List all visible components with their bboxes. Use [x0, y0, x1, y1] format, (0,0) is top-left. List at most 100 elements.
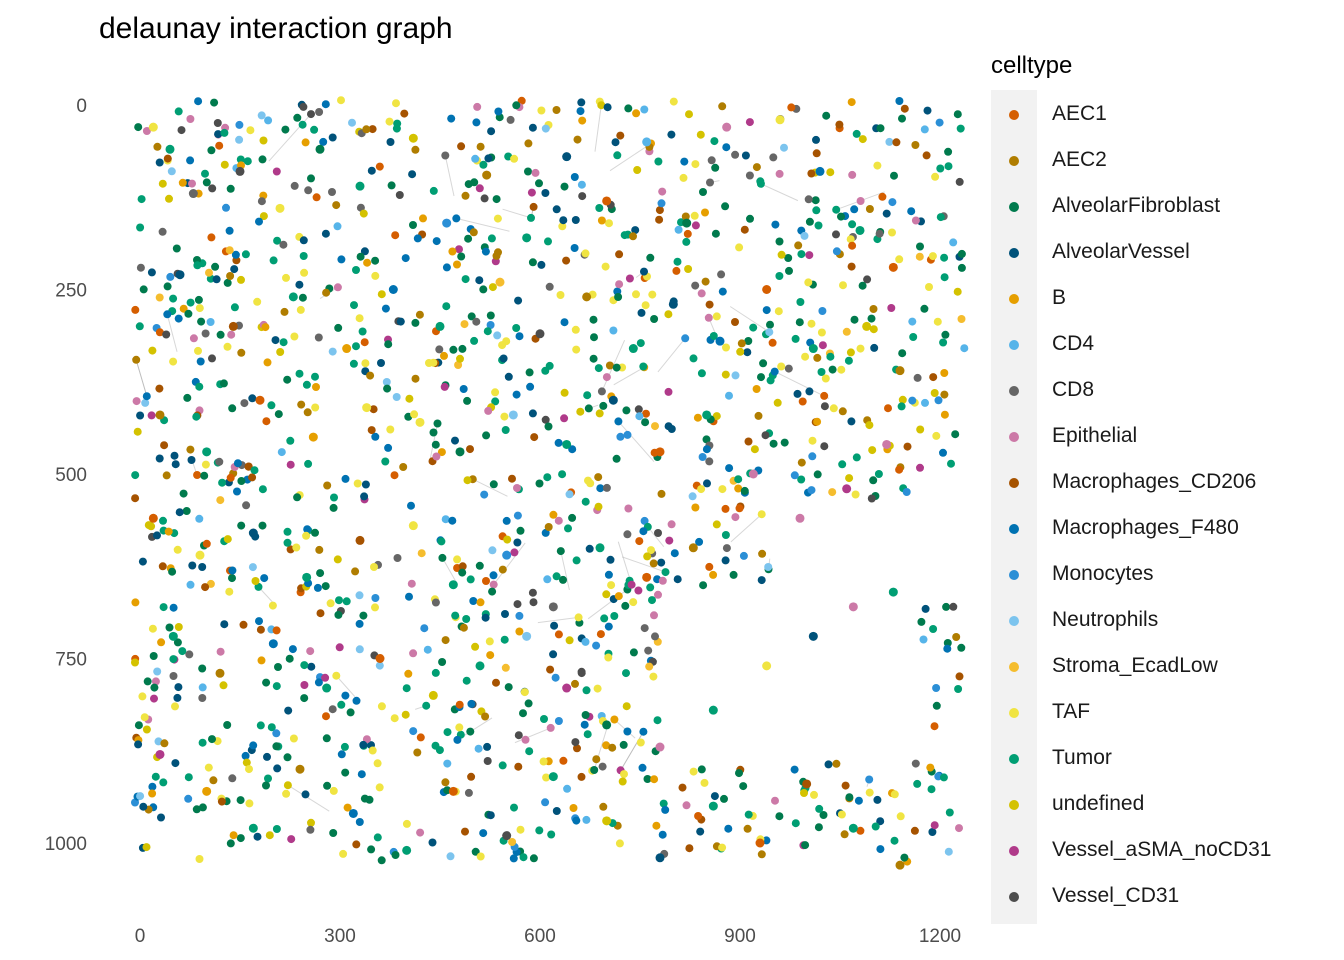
cell-point	[942, 602, 951, 611]
cell-point	[479, 160, 488, 169]
cell-point	[848, 823, 858, 833]
cell-point	[201, 329, 210, 338]
cell-point	[718, 485, 727, 494]
cell-point	[329, 786, 338, 795]
cell-point	[388, 285, 398, 294]
cell-point	[498, 761, 507, 770]
cell-point	[230, 303, 239, 312]
cell-point	[737, 339, 746, 348]
cell-point	[328, 347, 337, 356]
x-tick-label: 900	[724, 926, 756, 947]
cell-point	[615, 250, 624, 259]
cell-point	[237, 477, 246, 485]
legend-label: Vessel_aSMA_noCD31	[1052, 838, 1272, 861]
cell-point	[527, 213, 535, 222]
x-tick-label: 600	[524, 926, 556, 947]
cell-point	[641, 301, 650, 310]
cell-point	[835, 120, 844, 129]
cell-point	[890, 790, 899, 799]
cell-point	[722, 544, 731, 553]
cell-point	[955, 824, 963, 833]
cell-point	[516, 526, 525, 535]
cell-point	[870, 343, 879, 352]
cell-point	[131, 598, 140, 607]
cell-point	[655, 447, 665, 457]
cell-point	[559, 575, 567, 584]
legend-item: AEC2	[991, 138, 1344, 184]
cell-point	[602, 741, 611, 750]
cell-point	[474, 744, 483, 753]
cell-point	[259, 212, 268, 221]
cell-point	[284, 706, 293, 715]
cell-point	[373, 759, 382, 768]
cell-point	[597, 101, 606, 110]
cell-point	[438, 553, 447, 562]
cell-point	[475, 184, 484, 193]
cell-point	[225, 226, 234, 235]
cell-point	[195, 550, 205, 560]
cell-point	[220, 128, 229, 137]
cell-point	[895, 465, 904, 474]
cell-point	[487, 234, 496, 243]
cell-point	[504, 372, 513, 381]
cell-point	[381, 457, 390, 466]
cell-point	[909, 333, 918, 341]
cell-point	[409, 727, 418, 736]
cell-point	[279, 338, 288, 347]
cell-point	[392, 124, 401, 133]
cell-point	[186, 115, 195, 123]
cell-point	[223, 535, 232, 544]
cell-point	[711, 163, 720, 172]
cell-point	[155, 328, 164, 337]
edge-layer	[135, 105, 885, 812]
cell-point	[875, 229, 884, 238]
legend-item: Macrophages_F480	[991, 506, 1344, 552]
cell-point	[290, 332, 299, 341]
cell-point	[839, 281, 847, 290]
cell-point	[506, 115, 515, 124]
cell-point	[868, 446, 877, 455]
cell-point	[272, 626, 281, 635]
cell-point	[684, 265, 693, 273]
cell-point	[207, 233, 216, 242]
cell-point	[696, 130, 705, 139]
cell-point	[315, 545, 324, 554]
cell-point	[193, 471, 202, 479]
cell-point	[769, 439, 778, 448]
cell-point	[342, 344, 352, 354]
cell-point	[366, 371, 375, 380]
cell-point	[756, 177, 765, 186]
cell-point	[568, 513, 577, 522]
cell-point	[219, 681, 228, 690]
graph-edge	[560, 550, 570, 591]
cell-point	[267, 723, 276, 732]
cell-point	[703, 479, 711, 488]
cell-point	[136, 792, 145, 801]
cell-point	[155, 158, 164, 167]
point-layer	[131, 96, 969, 870]
cell-point	[212, 275, 221, 284]
cell-point	[554, 630, 563, 639]
cell-point	[202, 539, 211, 548]
cell-point	[596, 630, 605, 639]
cell-point	[927, 785, 936, 794]
cell-point	[916, 463, 924, 472]
cell-point	[206, 318, 215, 326]
cell-point	[731, 318, 739, 326]
legend-key-dot	[1009, 708, 1019, 718]
cell-point	[348, 808, 358, 818]
cell-point	[717, 270, 726, 279]
cell-point	[743, 824, 752, 833]
cell-point	[619, 740, 628, 749]
cell-point	[820, 402, 829, 411]
cell-point	[370, 563, 378, 571]
cell-point	[214, 130, 223, 139]
cell-point	[869, 305, 878, 313]
cell-point	[535, 179, 543, 188]
cell-point	[848, 220, 857, 229]
cell-point	[618, 777, 627, 786]
y-axis-ticks: 0 250 500 750 1000	[45, 96, 87, 855]
cell-point	[657, 199, 666, 208]
cell-point	[635, 412, 644, 421]
cell-point	[441, 515, 450, 524]
